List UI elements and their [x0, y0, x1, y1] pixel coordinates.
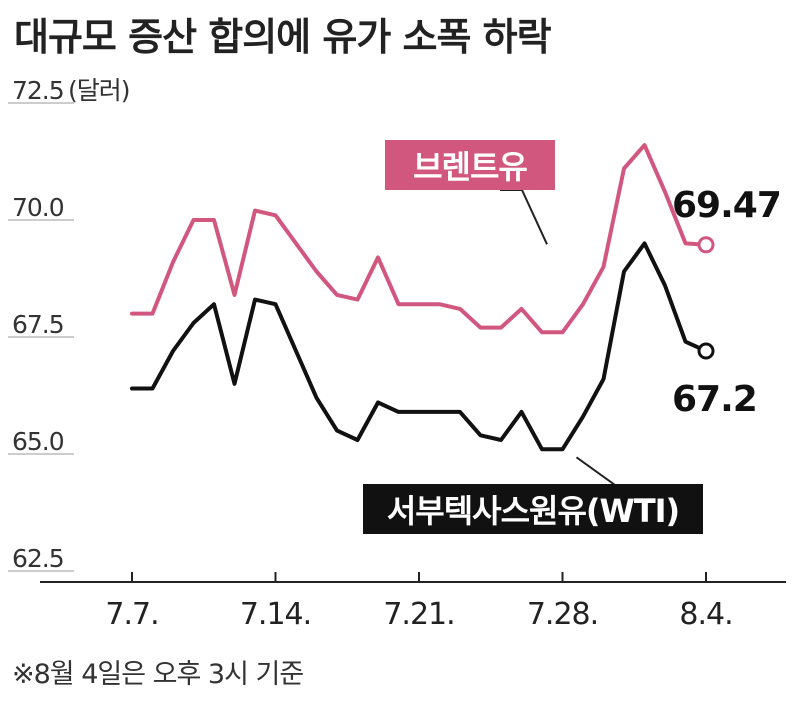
legend-box-wti [363, 484, 703, 534]
y-tick-label: 67.5 [12, 310, 64, 339]
y-tick-label: 70.0 [12, 193, 64, 222]
y-unit-label: (달러) [68, 76, 130, 105]
series-line-1 [130, 241, 708, 452]
legend-box-brent [385, 140, 555, 190]
x-tick-label: 7.28. [527, 597, 598, 632]
x-tick-label: 7.7. [105, 597, 158, 632]
series-end-marker-0 [697, 236, 715, 254]
legend-leader-wti [575, 456, 632, 486]
series-line-0 [130, 143, 708, 335]
end-value-label-brent: 69.47 [672, 185, 781, 226]
x-tick-label: 8.4. [679, 597, 732, 632]
series-end-marker-1 [697, 342, 715, 360]
y-tick-label: 62.5 [12, 544, 64, 573]
chart-title: 대규모 증산 합의에 유가 소폭 하락 [14, 15, 552, 59]
legend-leader-brent [500, 189, 548, 245]
footnote: ※8월 4일은 오후 3시 기준 [12, 659, 304, 690]
y-tick-label: 72.5 [12, 76, 64, 105]
legend-label-brent: 브렌트유 [413, 148, 527, 186]
x-tick-label: 7.14. [240, 597, 311, 632]
y-tick-label: 65.0 [12, 427, 64, 456]
legend-label-wti: 서부텍사스원유(WTI) [387, 492, 679, 530]
end-value-label-wti: 67.2 [672, 379, 757, 420]
x-tick-label: 7.21. [383, 597, 454, 632]
